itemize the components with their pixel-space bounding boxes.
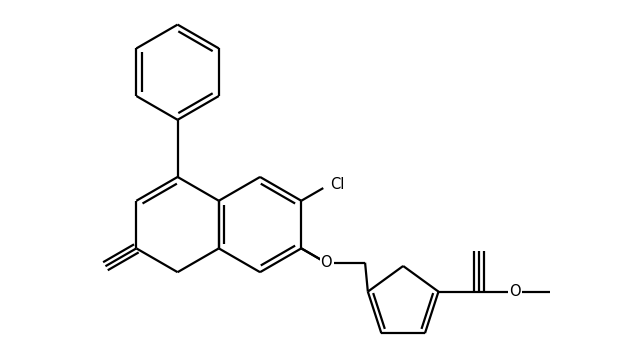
Text: O: O [509, 284, 520, 299]
Text: O: O [320, 255, 332, 270]
Text: Cl: Cl [330, 177, 344, 192]
